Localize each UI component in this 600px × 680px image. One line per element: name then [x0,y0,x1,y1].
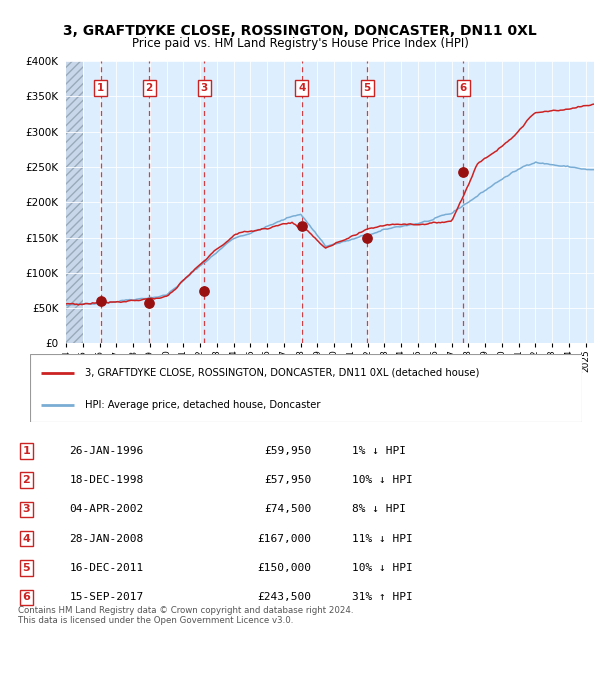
Text: 6: 6 [460,83,467,93]
Text: 10% ↓ HPI: 10% ↓ HPI [352,475,413,485]
Text: 28-JAN-2008: 28-JAN-2008 [70,534,144,544]
Bar [66,61,83,343]
FancyBboxPatch shape [30,354,582,422]
Point [199,286,209,296]
Text: 11% ↓ HPI: 11% ↓ HPI [352,534,413,544]
Text: Price paid vs. HM Land Registry's House Price Index (HPI): Price paid vs. HM Land Registry's House … [131,37,469,50]
Text: 5: 5 [23,563,30,573]
Text: £74,500: £74,500 [264,505,311,515]
Text: £59,950: £59,950 [264,446,311,456]
Text: 8% ↓ HPI: 8% ↓ HPI [352,505,406,515]
Text: 5: 5 [364,83,371,93]
Text: 1: 1 [23,446,30,456]
Text: 1% ↓ HPI: 1% ↓ HPI [352,446,406,456]
Text: 6: 6 [22,592,31,602]
Text: £243,500: £243,500 [257,592,311,602]
Text: 31% ↑ HPI: 31% ↑ HPI [352,592,413,602]
Text: 04-APR-2002: 04-APR-2002 [70,505,144,515]
Text: 18-DEC-1998: 18-DEC-1998 [70,475,144,485]
Text: 10% ↓ HPI: 10% ↓ HPI [352,563,413,573]
Point [96,296,106,307]
Text: 16-DEC-2011: 16-DEC-2011 [70,563,144,573]
Text: 4: 4 [22,534,31,544]
Text: 3: 3 [200,83,208,93]
Text: 2: 2 [146,83,153,93]
Text: 2: 2 [23,475,30,485]
Point [297,220,307,231]
Text: 4: 4 [298,83,305,93]
Point [362,232,372,243]
Text: HPI: Average price, detached house, Doncaster: HPI: Average price, detached house, Donc… [85,400,320,409]
Text: £167,000: £167,000 [257,534,311,544]
Text: £57,950: £57,950 [264,475,311,485]
Bar [66,61,83,343]
Text: 3: 3 [23,505,30,515]
Text: 26-JAN-1996: 26-JAN-1996 [70,446,144,456]
Text: £150,000: £150,000 [257,563,311,573]
Text: 3, GRAFTDYKE CLOSE, ROSSINGTON, DONCASTER, DN11 0XL (detached house): 3, GRAFTDYKE CLOSE, ROSSINGTON, DONCASTE… [85,368,479,377]
Text: This data is licensed under the Open Government Licence v3.0.: This data is licensed under the Open Gov… [18,616,293,625]
Text: 3, GRAFTDYKE CLOSE, ROSSINGTON, DONCASTER, DN11 0XL: 3, GRAFTDYKE CLOSE, ROSSINGTON, DONCASTE… [63,24,537,38]
Text: Contains HM Land Registry data © Crown copyright and database right 2024.: Contains HM Land Registry data © Crown c… [18,607,353,615]
Point [145,297,154,308]
Text: 15-SEP-2017: 15-SEP-2017 [70,592,144,602]
Text: 1: 1 [97,83,104,93]
Point [458,166,468,177]
